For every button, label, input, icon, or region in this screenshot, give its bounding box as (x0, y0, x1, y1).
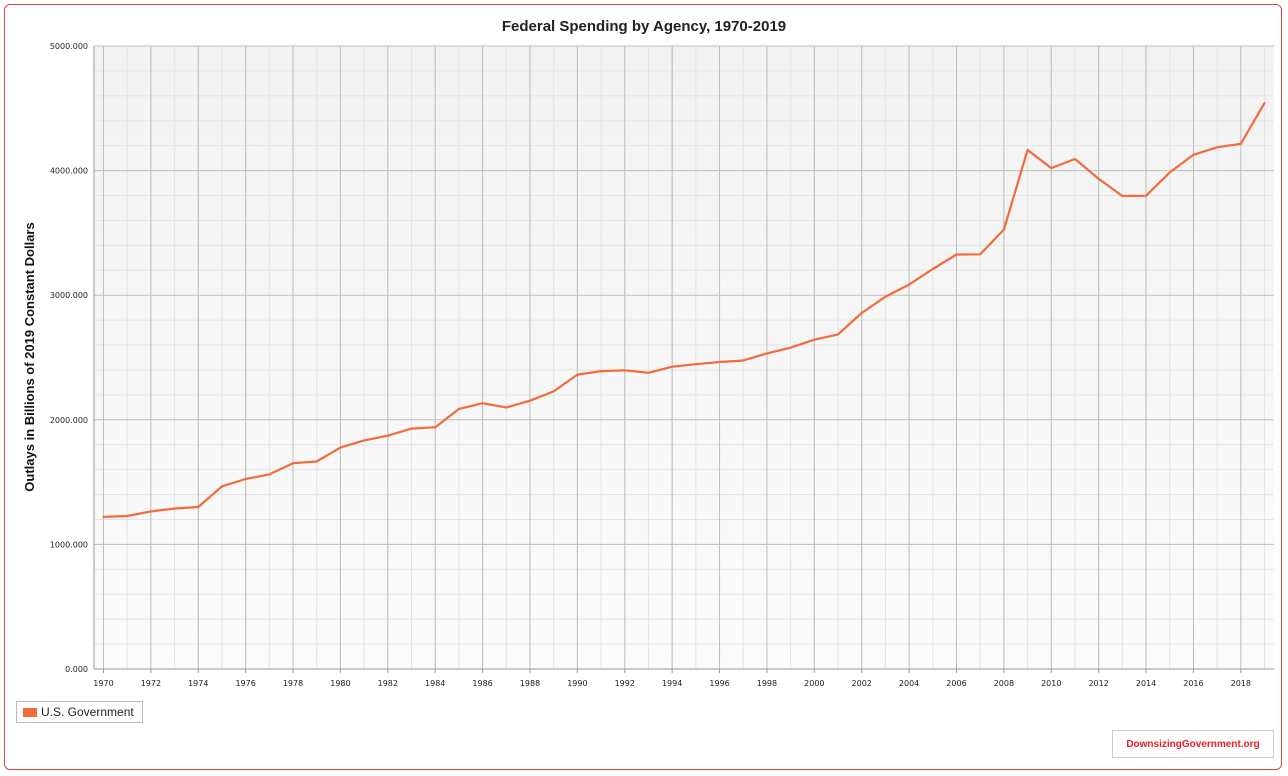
x-tick-label: 1974 (188, 679, 208, 688)
x-tick-label: 2014 (1136, 679, 1156, 688)
x-tick-label: 1984 (425, 679, 445, 688)
x-tick-label: 2018 (1231, 679, 1251, 688)
y-tick-label: 5000.000 (50, 42, 88, 51)
x-tick-label: 1992 (615, 679, 635, 688)
chart-title: Federal Spending by Agency, 1970-2019 (501, 18, 787, 35)
x-tick-label: 2002 (852, 679, 872, 688)
x-tick-label: 1994 (662, 679, 682, 688)
x-tick-label: 1970 (93, 679, 113, 688)
x-tick-label: 2004 (899, 679, 919, 688)
x-tick-label: 2008 (994, 679, 1014, 688)
x-tick-label: 2010 (1041, 679, 1061, 688)
y-tick-label: 3000.000 (50, 291, 88, 300)
x-tick-label: 2000 (804, 679, 824, 688)
y-tick-label: 4000.000 (50, 167, 88, 176)
x-tick-label: 1982 (378, 679, 398, 688)
x-tick-label: 2012 (1088, 679, 1108, 688)
x-tick-label: 1990 (567, 679, 587, 688)
x-tick-label: 2006 (946, 679, 966, 688)
x-tick-label: 1976 (235, 679, 255, 688)
x-tick-label: 1988 (520, 679, 540, 688)
legend: U.S. Government (16, 701, 143, 723)
y-tick-label: 1000.000 (50, 540, 88, 549)
series-line (102, 101, 1266, 519)
y-tick-label: 2000.000 (50, 416, 88, 425)
y-tick-label: 0.000 (65, 665, 88, 674)
x-tick-label: 1998 (757, 679, 777, 688)
x-tick-label: 1986 (472, 679, 492, 688)
x-tick-label: 1978 (283, 679, 303, 688)
x-tick-label: 1980 (330, 679, 350, 688)
watermark: DownsizingGovernment.org (1112, 730, 1274, 758)
x-tick-label: 2016 (1183, 679, 1203, 688)
legend-label: U.S. Government (41, 705, 134, 719)
y-axis-label: Outlays in Billions of 2019 Constant Dol… (22, 222, 37, 491)
plot-area (94, 46, 1274, 669)
x-tick-label: 1996 (709, 679, 729, 688)
x-tick-label: 1972 (141, 679, 161, 688)
legend-swatch (23, 707, 37, 717)
